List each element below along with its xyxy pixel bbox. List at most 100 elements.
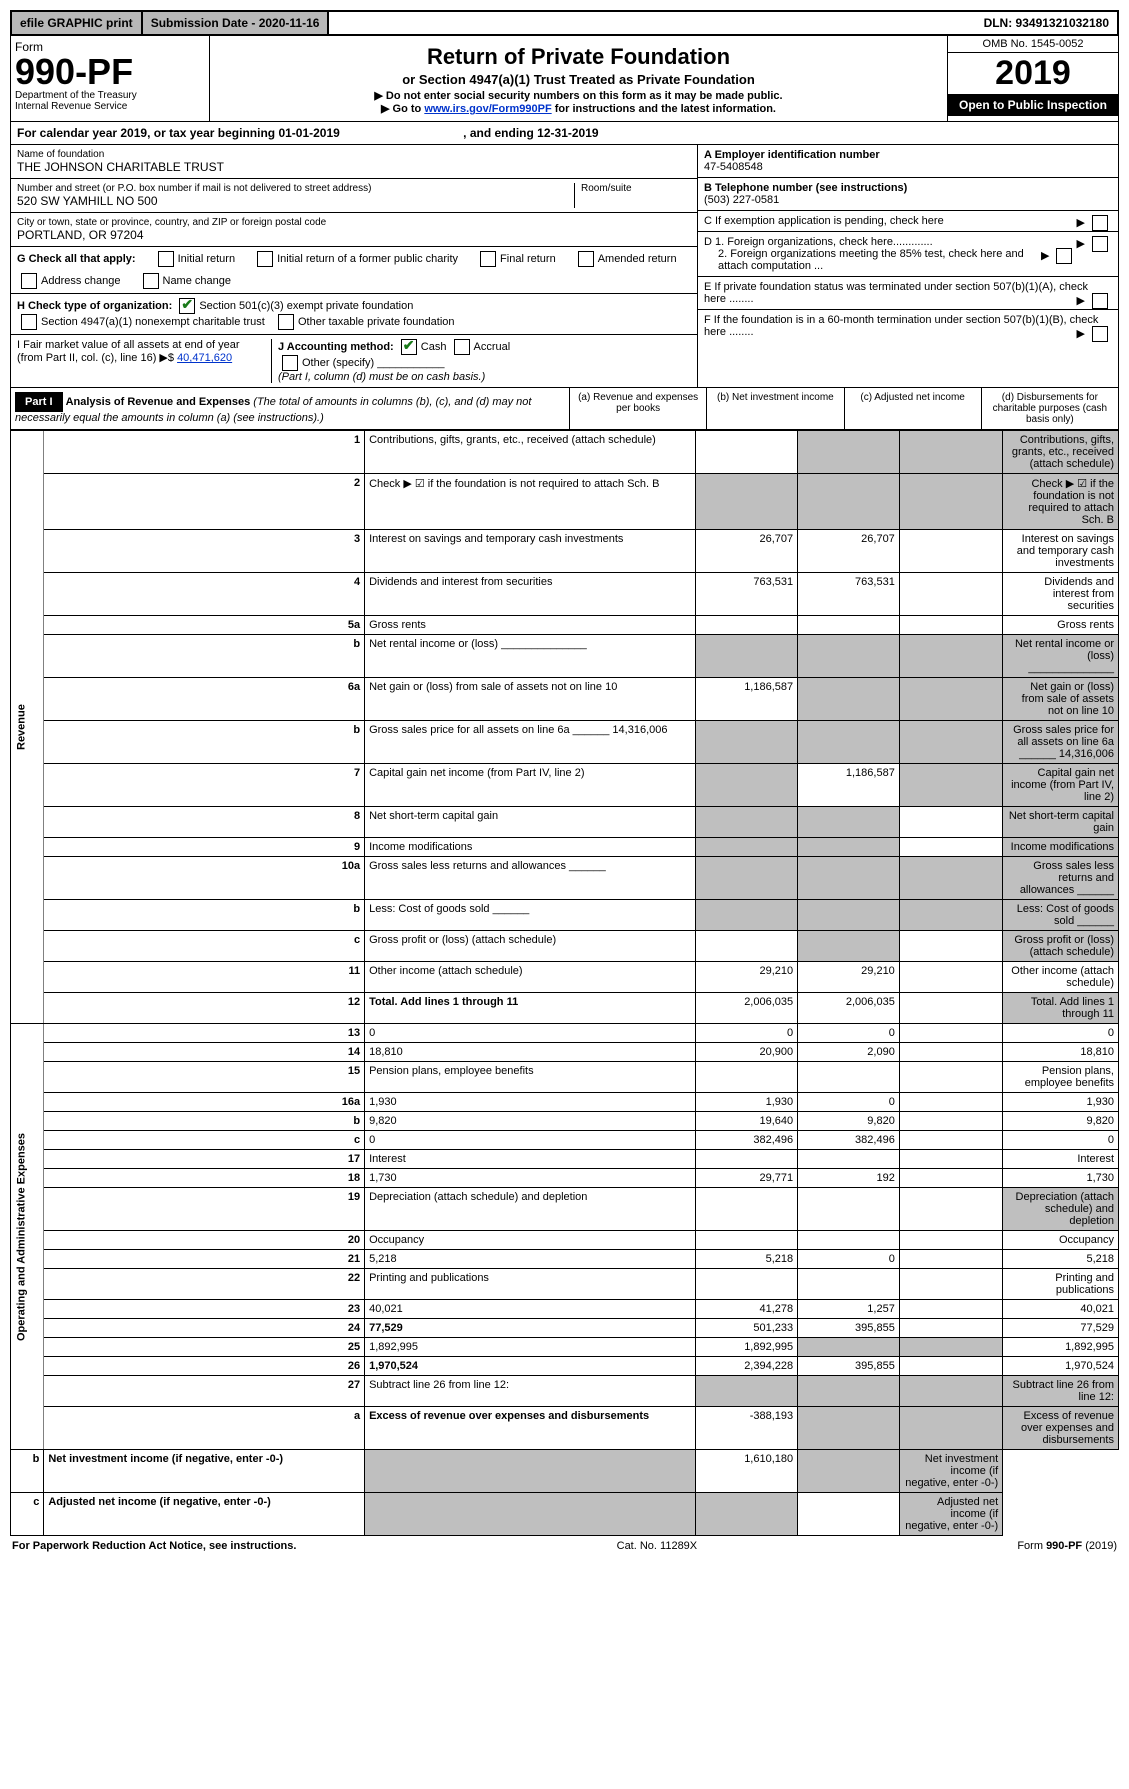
ck-e[interactable]	[1092, 293, 1108, 309]
table-row: Operating and Administrative Expenses130…	[11, 1024, 1119, 1043]
d2-label: 2. Foreign organizations meeting the 85%…	[704, 248, 1038, 272]
foundation-name: THE JOHNSON CHARITABLE TRUST	[17, 160, 691, 174]
table-row: 2340,02141,2781,25740,021	[11, 1300, 1119, 1319]
table-row: 11Other income (attach schedule)29,21029…	[11, 962, 1119, 993]
table-row: c0382,496382,4960	[11, 1131, 1119, 1150]
efile-label: efile GRAPHIC print	[12, 12, 143, 34]
table-row: 12Total. Add lines 1 through 112,006,035…	[11, 993, 1119, 1024]
ck-initial[interactable]	[158, 251, 174, 267]
room-label: Room/suite	[581, 183, 691, 194]
revenue-label: Revenue	[11, 431, 44, 1024]
table-row: bLess: Cost of goods sold ______Less: Co…	[11, 900, 1119, 931]
col-b: (b) Net investment income	[706, 388, 843, 429]
table-row: cGross profit or (loss) (attach schedule…	[11, 931, 1119, 962]
form-number: 990-PF	[15, 54, 205, 90]
ein-label: A Employer identification number	[704, 149, 880, 161]
d1-label: D 1. Foreign organizations, check here..…	[704, 236, 933, 248]
tel-label: B Telephone number (see instructions)	[704, 182, 907, 194]
table-row: 7Capital gain net income (from Part IV, …	[11, 764, 1119, 807]
ck-other-acct[interactable]	[282, 355, 298, 371]
form-title: Return of Private Foundation	[216, 44, 941, 70]
col-d: (d) Disbursements for charitable purpose…	[981, 388, 1118, 429]
g-check-row: G Check all that apply: Initial return I…	[17, 251, 691, 289]
irs-link[interactable]: www.irs.gov/Form990PF	[424, 103, 551, 115]
col-a: (a) Revenue and expenses per books	[569, 388, 706, 429]
footer-mid: Cat. No. 11289X	[617, 1540, 698, 1552]
j-note: (Part I, column (d) must be on cash basi…	[278, 371, 485, 383]
submission-date: Submission Date - 2020-11-16	[143, 12, 330, 34]
table-row: 9Income modificationsIncome modification…	[11, 838, 1119, 857]
table-row: 215,2185,21805,218	[11, 1250, 1119, 1269]
dln: DLN: 93491321032180	[976, 12, 1117, 34]
city-label: City or town, state or province, country…	[17, 217, 691, 228]
tel: (503) 227-0581	[704, 194, 779, 206]
foundation-city: PORTLAND, OR 97204	[17, 228, 691, 242]
dept: Department of the Treasury	[15, 90, 205, 101]
top-bar: efile GRAPHIC print Submission Date - 20…	[10, 10, 1119, 36]
f-label: F If the foundation is in a 60-month ter…	[704, 314, 1098, 338]
foundation-addr: 520 SW YAMHILL NO 500	[17, 194, 574, 208]
ck-cash[interactable]	[401, 339, 417, 355]
table-row: cAdjusted net income (if negative, enter…	[11, 1493, 1119, 1536]
table-row: 3Interest on savings and temporary cash …	[11, 530, 1119, 573]
tax-year: 2019	[948, 53, 1118, 94]
table-row: bNet investment income (if negative, ent…	[11, 1450, 1119, 1493]
part1-badge: Part I	[15, 392, 63, 412]
form-header: Form 990-PF Department of the Treasury I…	[10, 36, 1119, 122]
ein: 47-5408548	[704, 161, 763, 173]
ck-namechg[interactable]	[143, 273, 159, 289]
c-label: C If exemption application is pending, c…	[704, 215, 944, 227]
table-row: 22Printing and publicationsPrinting and …	[11, 1269, 1119, 1300]
irs: Internal Revenue Service	[15, 101, 205, 112]
ck-f[interactable]	[1092, 326, 1108, 342]
h-label: H Check type of organization:	[17, 300, 172, 312]
table-row: Revenue1Contributions, gifts, grants, et…	[11, 431, 1119, 474]
ck-addrchg[interactable]	[21, 273, 37, 289]
ck-other-tax[interactable]	[278, 314, 294, 330]
ck-501c3[interactable]	[179, 298, 195, 314]
table-row: 181,73029,7711921,730	[11, 1169, 1119, 1188]
fmv-value[interactable]: 40,471,620	[177, 352, 232, 364]
table-row: 2477,529501,233395,85577,529	[11, 1319, 1119, 1338]
ck-accrual[interactable]	[454, 339, 470, 355]
identity-block: Name of foundation THE JOHNSON CHARITABL…	[10, 145, 1119, 388]
calendar-year-row: For calendar year 2019, or tax year begi…	[10, 122, 1119, 145]
omb: OMB No. 1545-0052	[948, 36, 1118, 53]
table-row: 4Dividends and interest from securities7…	[11, 573, 1119, 616]
form-subtitle: or Section 4947(a)(1) Trust Treated as P…	[216, 72, 941, 87]
table-row: 19Depreciation (attach schedule) and dep…	[11, 1188, 1119, 1231]
table-row: 5aGross rentsGross rents	[11, 616, 1119, 635]
ck-4947[interactable]	[21, 314, 37, 330]
ck-d2[interactable]	[1056, 248, 1072, 264]
table-row: 10aGross sales less returns and allowanc…	[11, 857, 1119, 900]
e-label: E If private foundation status was termi…	[704, 281, 1088, 305]
j-label: J Accounting method:	[278, 341, 394, 353]
open-public: Open to Public Inspection	[948, 94, 1118, 116]
col-c: (c) Adjusted net income	[844, 388, 981, 429]
table-row: 15Pension plans, employee benefitsPensio…	[11, 1062, 1119, 1093]
table-row: 2Check ▶ ☑ if the foundation is not requ…	[11, 474, 1119, 530]
table-row: 17InterestInterest	[11, 1150, 1119, 1169]
ck-amended[interactable]	[578, 251, 594, 267]
footer-right: Form 990-PF (2019)	[1017, 1540, 1117, 1552]
expenses-label: Operating and Administrative Expenses	[11, 1024, 44, 1450]
footer-left: For Paperwork Reduction Act Notice, see …	[12, 1540, 296, 1552]
table-row: aExcess of revenue over expenses and dis…	[11, 1407, 1119, 1450]
table-row: 20OccupancyOccupancy	[11, 1231, 1119, 1250]
part1-table: Revenue1Contributions, gifts, grants, et…	[10, 430, 1119, 1536]
table-row: 261,970,5242,394,228395,8551,970,524	[11, 1357, 1119, 1376]
warn1: ▶ Do not enter social security numbers o…	[216, 89, 941, 102]
table-row: bNet rental income or (loss) ___________…	[11, 635, 1119, 678]
ck-final[interactable]	[480, 251, 496, 267]
table-row: 251,892,9951,892,9951,892,995	[11, 1338, 1119, 1357]
ck-c[interactable]	[1092, 215, 1108, 231]
table-row: 8Net short-term capital gainNet short-te…	[11, 807, 1119, 838]
table-row: b9,82019,6409,8209,820	[11, 1112, 1119, 1131]
ck-d1[interactable]	[1092, 236, 1108, 252]
table-row: 1418,81020,9002,09018,810	[11, 1043, 1119, 1062]
footer: For Paperwork Reduction Act Notice, see …	[10, 1536, 1119, 1556]
part1-header-row: Part I Analysis of Revenue and Expenses …	[10, 388, 1119, 430]
warn2: ▶ Go to www.irs.gov/Form990PF for instru…	[216, 102, 941, 115]
ck-initial-former[interactable]	[257, 251, 273, 267]
table-row: 6aNet gain or (loss) from sale of assets…	[11, 678, 1119, 721]
